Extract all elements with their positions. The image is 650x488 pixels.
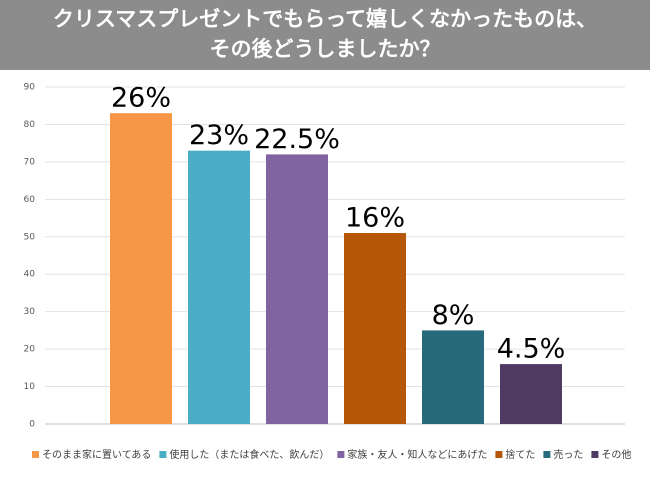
data-label: 23%: [189, 120, 249, 151]
y-tick-label: 80: [24, 120, 36, 130]
legend-swatch: [337, 451, 345, 458]
legend-label: 家族・友人・知人などにあげた: [347, 448, 487, 461]
title-band: [0, 0, 650, 70]
data-label: 16%: [345, 203, 405, 234]
y-tick-label: 0: [29, 420, 35, 430]
data-label: 22.5%: [254, 124, 340, 155]
y-tick-label: 40: [24, 270, 36, 280]
bar: [110, 113, 172, 424]
legend-label: 売った: [553, 448, 583, 461]
y-tick-label: 20: [24, 345, 36, 355]
data-label: 4.5%: [497, 334, 566, 365]
bar: [266, 154, 328, 424]
y-tick-label: 60: [24, 195, 36, 205]
y-tick-label: 10: [24, 382, 36, 392]
data-label: 26%: [111, 83, 171, 114]
bar: [188, 150, 250, 424]
y-tick-label: 70: [24, 157, 36, 167]
y-tick-label: 30: [24, 307, 36, 317]
legend-swatch: [495, 451, 503, 458]
chart-title: その後どうしましたか？: [210, 37, 441, 61]
legend-swatch: [543, 451, 551, 458]
legend-swatch: [591, 451, 599, 458]
y-tick-label: 50: [24, 232, 36, 242]
legend-label: そのまま家に置いてある: [42, 448, 151, 461]
y-tick-label: 90: [24, 83, 36, 93]
data-label: 8%: [432, 300, 475, 331]
legend-label: その他: [601, 448, 631, 461]
chart-title: クリスマスプレゼントでもらって嬉しくなかったものは、: [53, 7, 597, 31]
legend-label: 使用した（または食べた、飲んだ）: [169, 448, 329, 461]
legend-swatch: [32, 451, 39, 458]
bar: [500, 364, 562, 424]
legend-swatch: [159, 451, 167, 458]
bar: [344, 233, 406, 424]
legend-label: 捨てた: [505, 448, 535, 461]
bar: [422, 330, 484, 424]
